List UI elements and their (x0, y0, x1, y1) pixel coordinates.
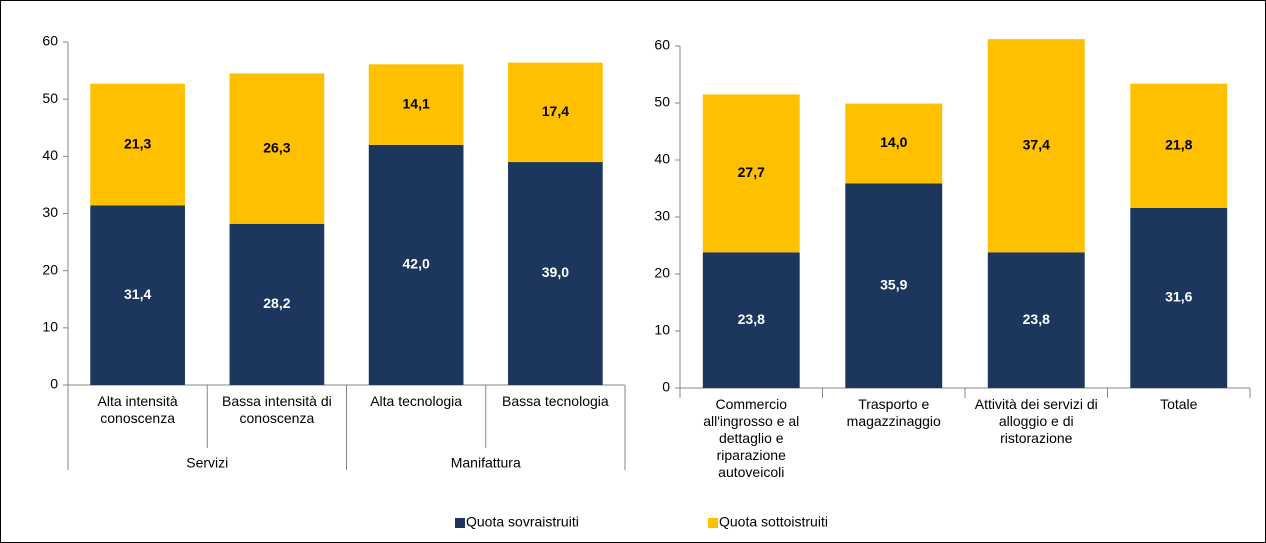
legend-swatch (455, 518, 465, 528)
x-tick-label: Alta intensità conoscenza (97, 393, 178, 426)
group-label: Manifattura (451, 455, 521, 471)
x-tick-label: Commercio all'ingrosso e al dettaglio e … (703, 396, 800, 480)
data-label: 23,8 (1023, 311, 1050, 327)
bar-segment (1130, 83, 1228, 208)
data-label: 26,3 (263, 139, 290, 155)
legend-label: Quota sovraistruiti (466, 514, 579, 530)
data-label: 14,1 (403, 95, 430, 111)
y-tick-label: 60 (42, 33, 58, 49)
bar-segment (508, 162, 603, 385)
x-tick-label-box: Bassa intensità di conoscenza (222, 393, 332, 426)
x-tick-label: Bassa intensità di conoscenza (222, 393, 332, 426)
bar-segment (229, 223, 325, 385)
bar-segment (229, 73, 325, 224)
data-label: 21,8 (1165, 136, 1192, 152)
data-label: 37,4 (1023, 136, 1050, 152)
bar-segment (368, 144, 464, 385)
bar-segment (845, 183, 943, 388)
data-label: 14,0 (880, 134, 907, 150)
data-label: 28,2 (263, 295, 290, 311)
x-tick-label: Trasporto e magazzinaggio (846, 396, 941, 429)
y-tick-label: 40 (654, 151, 670, 167)
x-tick-label-box: Commercio all'ingrosso e al dettaglio e … (703, 396, 800, 480)
legend-swatch (708, 518, 718, 528)
x-tick-label: Bassa tecnologia (502, 393, 609, 409)
x-tick-label-box: Alta tecnologia (370, 393, 463, 409)
data-label: 21,3 (124, 135, 151, 151)
data-label: 17,4 (542, 103, 569, 119)
x-tick-label: Totale (1160, 396, 1198, 412)
group-label: Servizi (186, 455, 228, 471)
bar-segment (702, 94, 800, 253)
bar-segment (368, 64, 464, 145)
data-label: 31,6 (1165, 289, 1192, 305)
bar-segment (702, 252, 800, 388)
bar-segment (90, 83, 185, 206)
data-label: 39,0 (542, 264, 569, 280)
bar-segment (845, 103, 943, 184)
y-tick-label: 10 (654, 322, 670, 338)
x-tick-label: Alta tecnologia (370, 393, 463, 409)
y-tick-label: 30 (42, 204, 58, 220)
data-label: 27,7 (738, 164, 765, 180)
x-tick-label-box: Totale (1160, 396, 1198, 412)
bar-segment (90, 205, 185, 385)
data-label: 35,9 (880, 276, 907, 292)
bar-segment (1130, 207, 1228, 388)
x-tick-label-box: Trasporto e magazzinaggio (846, 396, 941, 429)
data-label: 23,8 (738, 311, 765, 327)
data-label: 31,4 (124, 286, 151, 302)
x-tick-label-box: Attività dei servizi di alloggio e di ri… (974, 396, 1098, 446)
bar-segment (987, 39, 1085, 253)
data-label: 42,0 (403, 256, 430, 272)
legend-label: Quota sottoistruiti (719, 514, 828, 530)
y-tick-label: 60 (654, 37, 670, 53)
x-tick-label-box: Bassa tecnologia (502, 393, 609, 409)
bar-segment (508, 62, 603, 163)
y-tick-label: 40 (42, 147, 58, 163)
x-tick-label-box: Alta intensità conoscenza (97, 393, 178, 426)
bar-segment (987, 252, 1085, 388)
y-tick-label: 10 (42, 319, 58, 335)
y-tick-label: 50 (654, 94, 670, 110)
y-tick-label: 20 (654, 265, 670, 281)
y-tick-label: 0 (662, 379, 670, 395)
y-tick-label: 0 (50, 376, 58, 392)
y-tick-label: 50 (42, 90, 58, 106)
x-tick-label: Attività dei servizi di alloggio e di ri… (974, 396, 1098, 446)
y-tick-label: 30 (654, 208, 670, 224)
y-tick-label: 20 (42, 261, 58, 277)
